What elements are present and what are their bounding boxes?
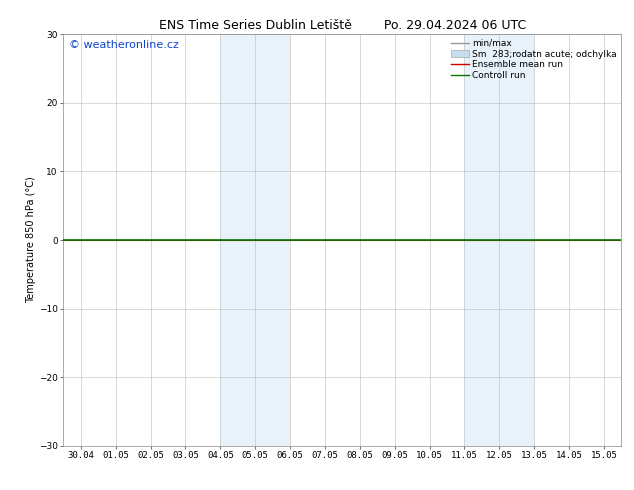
Bar bbox=[464, 34, 534, 446]
Y-axis label: Temperature 850 hPa (°C): Temperature 850 hPa (°C) bbox=[26, 177, 36, 303]
Title: ENS Time Series Dublin Letiště        Po. 29.04.2024 06 UTC: ENS Time Series Dublin Letiště Po. 29.04… bbox=[158, 19, 526, 32]
Bar bbox=[221, 34, 290, 446]
Text: © weatheronline.cz: © weatheronline.cz bbox=[69, 41, 179, 50]
Legend: min/max, Sm  283;rodatn acute; odchylka, Ensemble mean run, Controll run: min/max, Sm 283;rodatn acute; odchylka, … bbox=[449, 37, 619, 82]
